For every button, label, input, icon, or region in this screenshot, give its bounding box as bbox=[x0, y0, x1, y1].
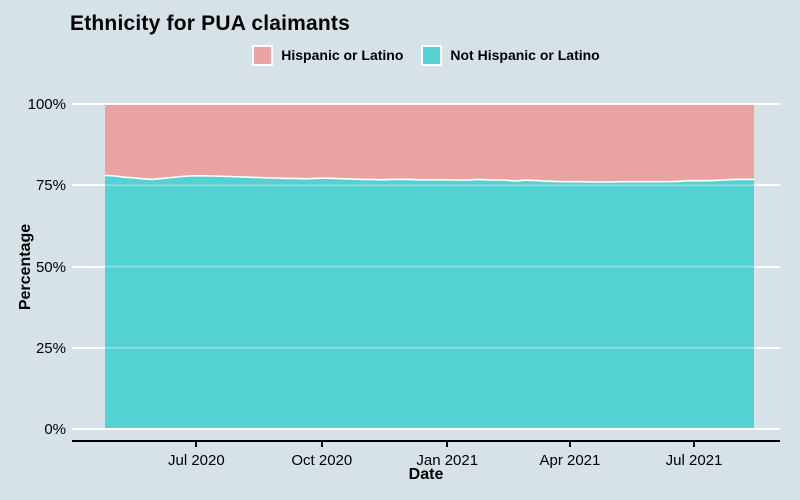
gridline-100pct bbox=[72, 103, 780, 105]
hispanic-area bbox=[105, 105, 754, 182]
legend-item-not-hispanic: Not Hispanic or Latino bbox=[421, 44, 600, 66]
legend: Hispanic or Latino Not Hispanic or Latin… bbox=[72, 44, 780, 66]
x-tick-3 bbox=[568, 442, 571, 447]
x-tick-label-3: Apr 2021 bbox=[539, 452, 601, 469]
y-tick-label-3: 75% bbox=[35, 177, 66, 195]
legend-item-hispanic: Hispanic or Latino bbox=[252, 44, 404, 66]
x-tick-label-2: Jan 2021 bbox=[416, 452, 479, 469]
y-tick-label-0: 0% bbox=[44, 421, 66, 438]
legend-label-not-hispanic: Not Hispanic or Latino bbox=[450, 47, 600, 63]
chart-title: Ethnicity for PUA claimants bbox=[70, 12, 351, 35]
x-tick-label-1: Oct 2020 bbox=[291, 452, 353, 469]
y-tick-label-4: 100% bbox=[27, 96, 66, 113]
x-tick-0 bbox=[195, 442, 198, 447]
x-axis-line bbox=[72, 440, 780, 442]
legend-label-hispanic: Hispanic or Latino bbox=[281, 47, 404, 63]
y-tick-label-1: 25% bbox=[35, 339, 66, 357]
x-tick-label-0: Jul 2020 bbox=[167, 452, 225, 469]
x-tick-1 bbox=[320, 442, 323, 447]
x-tick-4 bbox=[693, 442, 695, 447]
x-tick-label-4: Jul 2021 bbox=[665, 452, 723, 469]
y-axis-title: Percentage bbox=[17, 223, 34, 311]
legend-swatch-not-hispanic-icon bbox=[421, 44, 443, 66]
x-tick-2 bbox=[446, 442, 449, 447]
gridline-overlays bbox=[105, 184, 754, 430]
y-tick-label-2: 50% bbox=[35, 258, 66, 276]
series-boundary-line bbox=[104, 174, 754, 183]
legend-swatch-hispanic-icon bbox=[252, 44, 274, 66]
not-hispanic-area bbox=[105, 175, 754, 430]
x-axis-title: Date bbox=[408, 466, 444, 483]
